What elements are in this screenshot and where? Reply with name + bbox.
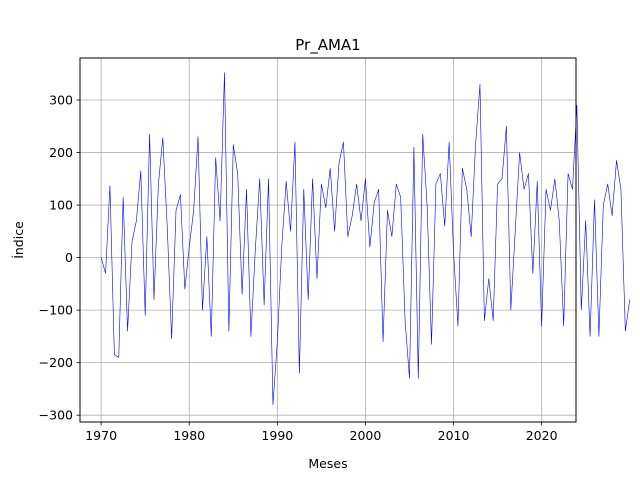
series-line-0 <box>100 72 631 405</box>
chart-title: Pr_AMA1 <box>295 36 360 55</box>
y-axis-title: Índice <box>11 221 26 259</box>
series-layer <box>100 72 631 405</box>
y-tick-label: 200 <box>49 145 73 160</box>
x-tick-label: 1980 <box>173 428 205 443</box>
y-tick-label: −100 <box>39 303 73 318</box>
y-tick-label: 300 <box>49 93 73 108</box>
x-axis-ticks: 1970 1980 1990 2000 2010 2020 <box>85 422 558 443</box>
x-axis-title: Meses <box>308 456 347 471</box>
y-axis-ticks: −300 −200 −100 0 100 200 300 <box>39 93 80 423</box>
y-tick-label: 100 <box>49 198 73 213</box>
x-tick-label: 1970 <box>85 428 117 443</box>
grid-lines <box>80 58 576 422</box>
x-tick-label: 2000 <box>350 428 382 443</box>
x-tick-label: 1990 <box>261 428 293 443</box>
x-tick-label: 2020 <box>526 428 558 443</box>
y-tick-label: −300 <box>39 408 73 423</box>
plot-frame <box>79 57 577 423</box>
x-tick-label: 2010 <box>438 428 470 443</box>
y-tick-label: −200 <box>39 355 73 370</box>
y-tick-label: 0 <box>65 250 73 265</box>
